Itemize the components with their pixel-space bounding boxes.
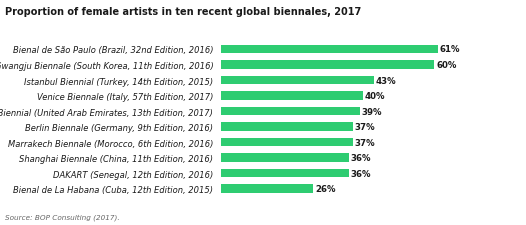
- Bar: [221, 76, 374, 85]
- Text: 26%: 26%: [315, 184, 336, 193]
- Bar: [221, 92, 363, 100]
- Bar: [221, 123, 352, 131]
- Text: 61%: 61%: [440, 45, 460, 54]
- Text: 36%: 36%: [351, 169, 371, 178]
- Text: 37%: 37%: [355, 122, 375, 131]
- Text: 60%: 60%: [436, 61, 457, 70]
- Bar: [221, 169, 349, 178]
- Text: 40%: 40%: [365, 92, 386, 101]
- Text: Proportion of female artists in ten recent global biennales, 2017: Proportion of female artists in ten rece…: [5, 7, 361, 17]
- Bar: [221, 154, 349, 162]
- Text: 36%: 36%: [351, 153, 371, 162]
- Text: 43%: 43%: [376, 76, 396, 85]
- Text: 37%: 37%: [355, 138, 375, 147]
- Bar: [221, 107, 360, 116]
- Text: Source: BOP Consulting (2017).: Source: BOP Consulting (2017).: [5, 214, 120, 220]
- Bar: [221, 61, 434, 70]
- Bar: [221, 138, 352, 147]
- Bar: [221, 45, 438, 54]
- Text: 39%: 39%: [361, 107, 382, 116]
- Bar: [221, 184, 313, 193]
